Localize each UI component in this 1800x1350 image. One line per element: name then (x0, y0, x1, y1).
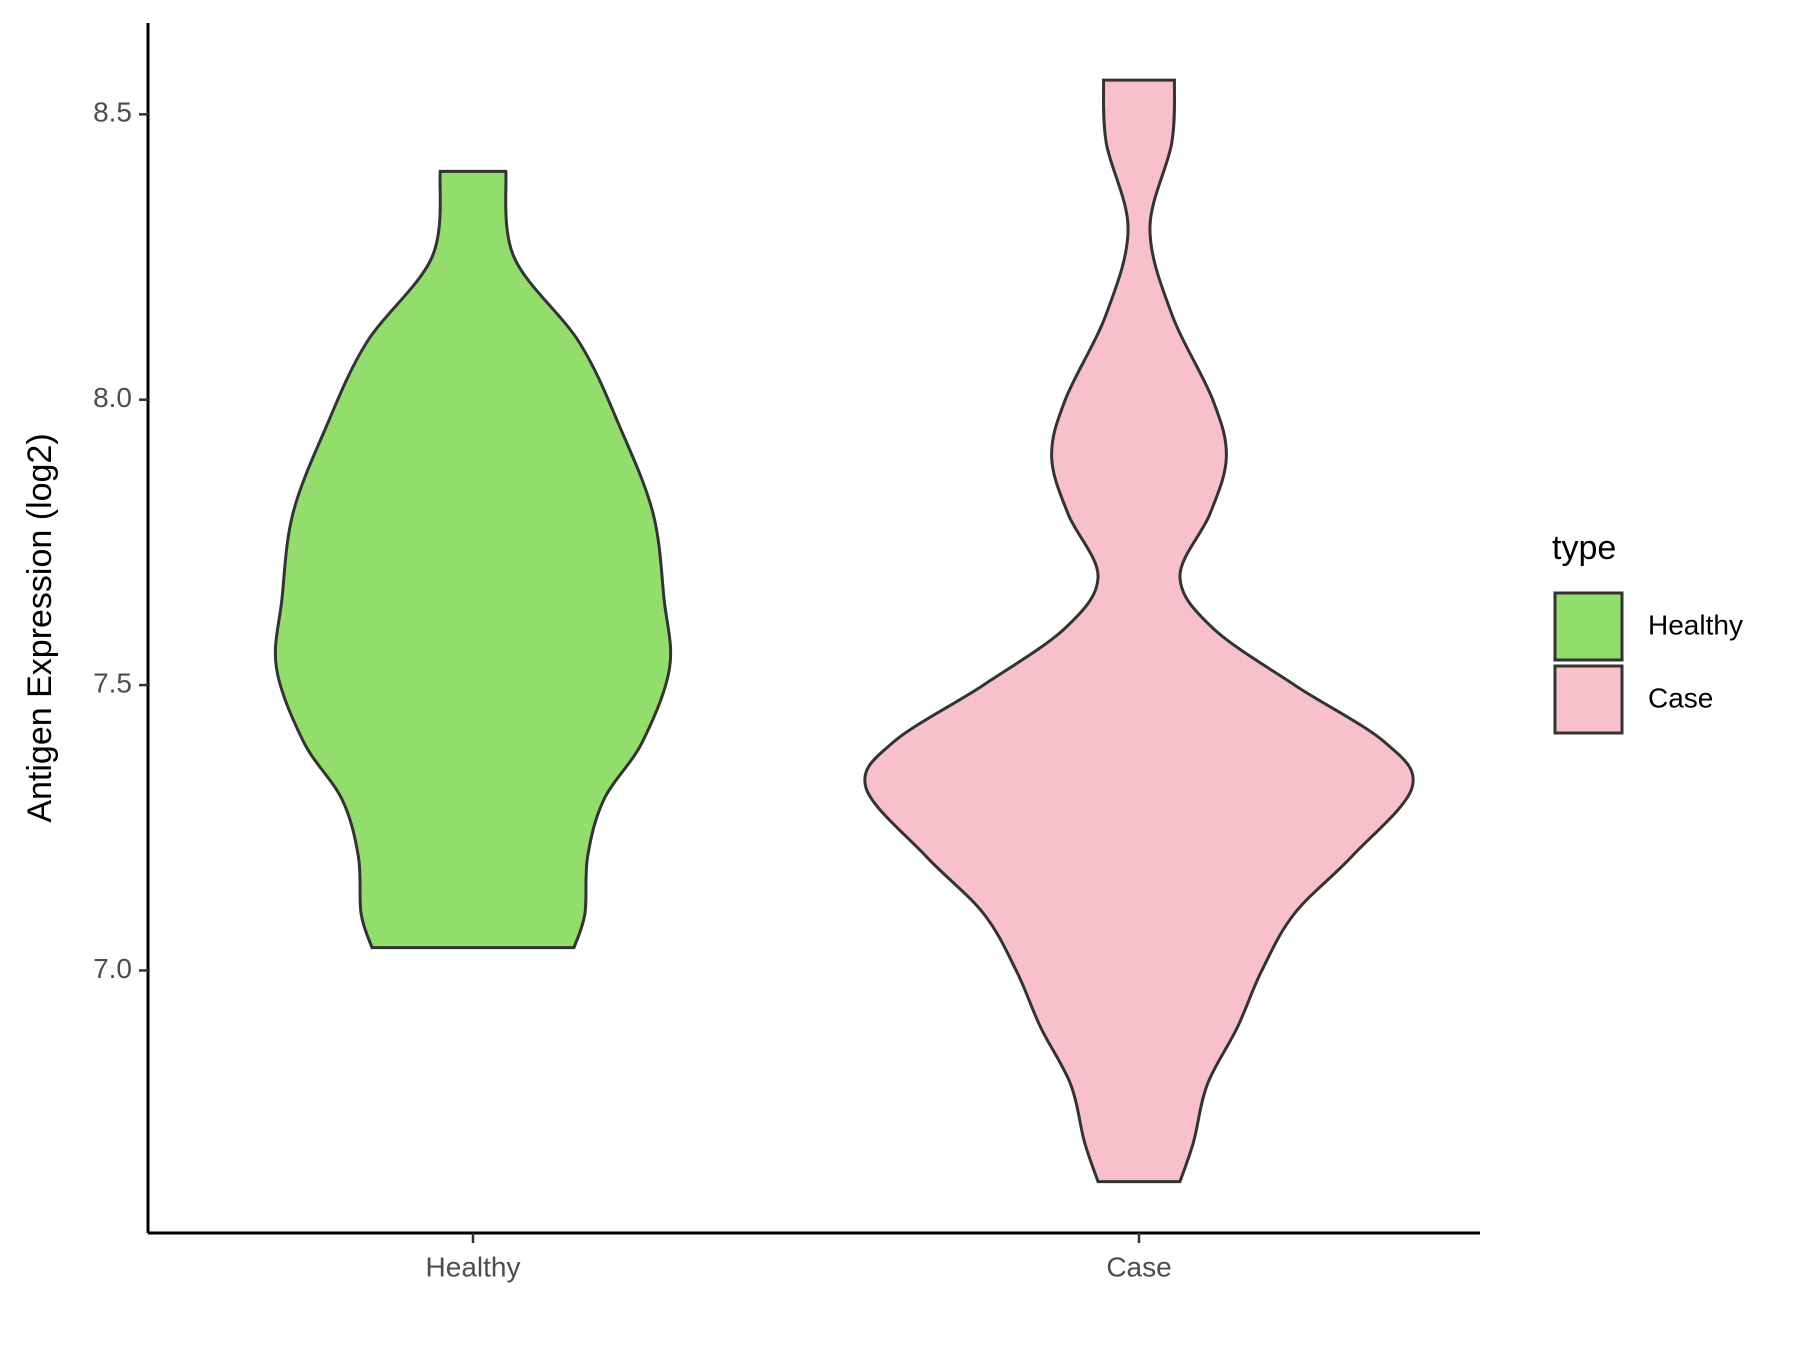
y-tick-label: 7.5 (93, 667, 132, 698)
y-axis-title: Antigen Expression (log2) (21, 433, 59, 822)
violin (273, 169, 673, 950)
violin (863, 78, 1415, 1184)
legend-label: Healthy (1648, 609, 1743, 640)
x-tick-label: Healthy (426, 1251, 521, 1282)
legend-key (1553, 664, 1624, 735)
x-tick-label: Case (1106, 1251, 1171, 1282)
y-tick-label: 7.0 (93, 953, 132, 984)
y-tick-label: 8.5 (93, 97, 132, 128)
legend-key (1553, 591, 1624, 662)
legend-label: Case (1648, 682, 1713, 713)
y-tick-label: 8.0 (93, 382, 132, 413)
legend-title: type (1552, 529, 1616, 567)
